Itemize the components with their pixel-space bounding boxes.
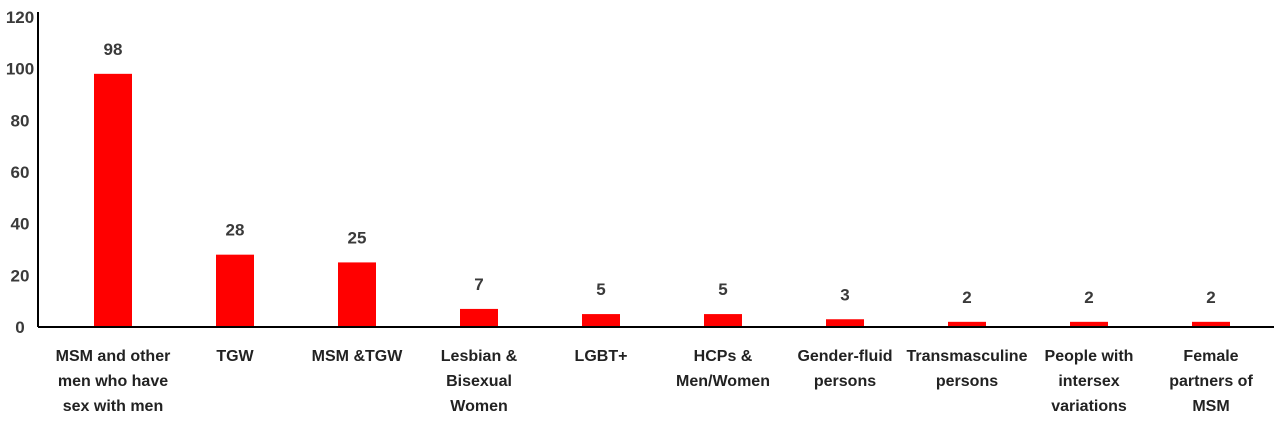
y-tick-label: 120	[6, 8, 34, 27]
bar	[94, 73, 132, 327]
data-labels: 98 28 25 7 5 5 3 2 2 2	[104, 40, 1216, 307]
x-category-label-line: persons	[936, 373, 998, 390]
bar	[582, 314, 620, 327]
x-category-label-line: sex with men	[63, 398, 163, 415]
y-tick-label: 60	[11, 163, 30, 182]
bar	[1070, 321, 1108, 327]
x-category-label-line: Lesbian &	[441, 348, 518, 365]
bar	[826, 319, 864, 327]
x-category-label: People with intersex variations	[1045, 348, 1134, 415]
data-label: 98	[104, 40, 123, 59]
x-category-label-line: Transmasculine	[907, 348, 1028, 365]
y-tick-label: 20	[11, 266, 30, 285]
x-category-label: Lesbian & Bisexual Women	[441, 348, 518, 415]
y-axis: 0 20 40 60 80 100 120	[6, 8, 34, 337]
x-category-label: MSM and other men who have sex with men	[56, 348, 171, 415]
x-category-label: MSM &TGW	[312, 348, 404, 365]
x-category-label: Gender-fluid persons	[797, 348, 892, 390]
x-category-label-line: MSM &TGW	[312, 348, 404, 365]
x-category-label-line: partners of	[1169, 373, 1253, 390]
data-label: 3	[840, 285, 849, 304]
x-category-label: LGBT+	[575, 348, 628, 365]
axes	[37, 12, 1274, 328]
data-label: 7	[474, 275, 483, 294]
x-category-label: Transmasculine persons	[907, 348, 1028, 390]
x-category-label-line: HCPs &	[694, 348, 753, 365]
x-category-label-line: MSM and other	[56, 348, 171, 365]
x-category-label-line: variations	[1051, 398, 1127, 415]
bar	[216, 254, 254, 327]
bar	[1192, 321, 1230, 327]
x-category-label-line: men who have	[58, 373, 168, 390]
y-tick-label: 100	[6, 60, 34, 79]
bar	[338, 262, 376, 327]
y-tick-label: 0	[15, 318, 24, 337]
x-category-label-line: LGBT+	[575, 348, 628, 365]
y-tick-label: 40	[11, 215, 30, 234]
data-label: 2	[1206, 288, 1215, 307]
x-category-label-line: Female	[1183, 348, 1238, 365]
x-category-label-line: TGW	[216, 348, 254, 365]
data-label: 5	[718, 280, 727, 299]
x-category-label-line: Men/Women	[676, 373, 770, 390]
data-label: 2	[962, 288, 971, 307]
data-label: 28	[226, 221, 245, 240]
x-category-label-line: Gender-fluid	[797, 348, 892, 365]
bar	[460, 308, 498, 327]
x-axis-labels: MSM and other men who have sex with men TGW…	[56, 348, 1254, 415]
bars	[94, 73, 1230, 327]
x-category-label-line: Bisexual	[446, 373, 512, 390]
data-label: 25	[348, 228, 367, 247]
x-category-label: TGW	[216, 348, 254, 365]
data-label: 5	[596, 280, 605, 299]
bar	[704, 314, 742, 327]
x-category-label: HCPs & Men/Women	[676, 348, 770, 390]
x-category-label-line: intersex	[1058, 373, 1119, 390]
x-category-label-line: MSM	[1192, 398, 1229, 415]
x-category-label-line: People with	[1045, 348, 1134, 365]
bar	[948, 321, 986, 327]
x-category-label-line: Women	[450, 398, 507, 415]
x-category-label-line: persons	[814, 373, 876, 390]
x-category-label: Female partners of MSM	[1169, 348, 1253, 415]
data-label: 2	[1084, 288, 1093, 307]
y-tick-label: 80	[11, 111, 30, 130]
